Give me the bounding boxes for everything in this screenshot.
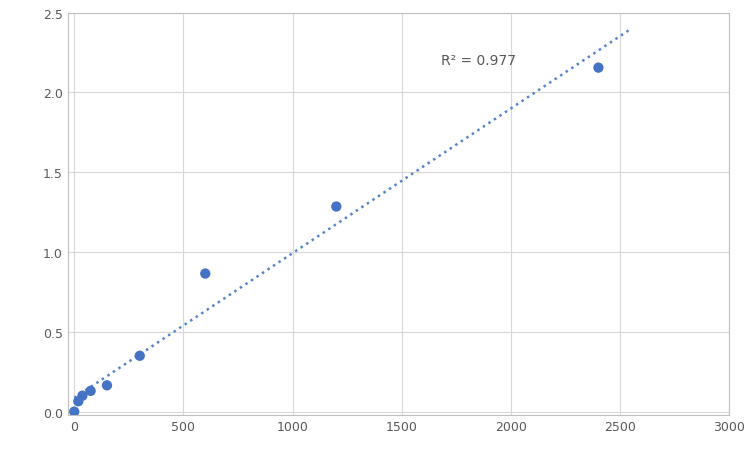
Point	[72, 398, 84, 405]
Point	[77, 392, 89, 400]
Point	[593, 65, 605, 72]
Point	[84, 387, 96, 395]
Text: R² = 0.977: R² = 0.977	[441, 54, 516, 68]
Point	[330, 203, 342, 211]
Point	[134, 352, 146, 359]
Point	[101, 382, 113, 389]
Point	[68, 408, 80, 415]
Point	[199, 270, 211, 277]
